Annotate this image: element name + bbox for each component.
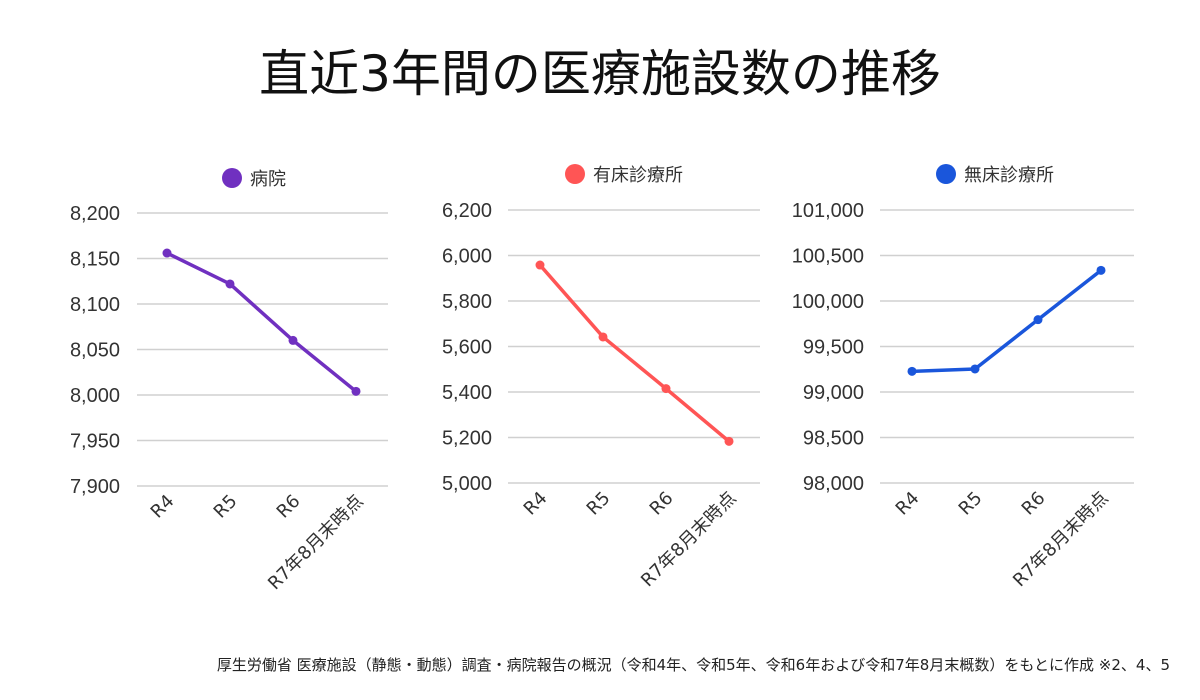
y-tick-label: 8,100: [70, 294, 120, 316]
series-line: [538, 263, 731, 443]
chart-2: 5,000 5,200 5,400 5,600 5,800 6,000 6,200 有床診療所…: [442, 164, 760, 591]
x-tick-label: R4: [892, 488, 924, 520]
x-tick-label: R5: [583, 488, 615, 520]
y-tick-label: 7,900: [70, 476, 120, 498]
chart-3: 98,000 98,500 99,000 99,500 100,000 100,500 10…: [792, 164, 1134, 591]
data-point: [225, 279, 235, 289]
data-point: [724, 436, 734, 446]
y-tick-label: 8,200: [70, 203, 120, 225]
data-point: [907, 366, 917, 376]
y-tick-label: 7,950: [70, 431, 120, 453]
data-point: [288, 335, 298, 345]
x-tick-label: R4: [147, 491, 179, 523]
data-point: [351, 386, 361, 396]
y-tick-label: 6,000: [442, 246, 492, 268]
y-tick-label: 100,000: [792, 291, 864, 313]
y-tick-label: 99,000: [803, 382, 864, 404]
y-tick-label: 5,800: [442, 291, 492, 313]
source-note: 厚生労働省 医療施設（静態・動態）調査・病院報告の概況（令和4年、令和5年、令和…: [216, 656, 1170, 674]
data-point: [1033, 315, 1043, 325]
legend-label: 病院: [250, 169, 286, 190]
legend-label: 有床診療所: [593, 165, 683, 186]
y-tick-label: 98,000: [803, 473, 864, 495]
legend-marker: [936, 164, 956, 184]
data-point: [598, 332, 608, 342]
x-tick-label: R5: [955, 488, 987, 520]
series-line: [911, 268, 1103, 374]
y-tick-label: 98,500: [803, 428, 864, 450]
x-tick-label: R6: [646, 488, 678, 520]
data-point: [535, 260, 545, 270]
legend-label: 無床診療所: [964, 165, 1054, 186]
y-tick-label: 8,050: [70, 340, 120, 362]
data-point: [162, 248, 172, 258]
y-tick-label: 5,000: [442, 473, 492, 495]
data-point: [1096, 265, 1106, 275]
page-title: 直近3年間の医療施設数の推移: [259, 45, 941, 103]
x-tick-label: R6: [1018, 488, 1050, 520]
y-tick-label: 100,500: [792, 246, 864, 268]
y-tick-label: 5,200: [442, 428, 492, 450]
series-line: [166, 251, 358, 393]
data-point: [970, 364, 980, 374]
x-tick-label: R5: [210, 491, 242, 523]
y-tick-label: 101,000: [792, 200, 864, 222]
x-tick-label: R4: [520, 488, 552, 520]
legend-marker: [565, 164, 585, 184]
y-tick-label: 99,500: [803, 337, 864, 359]
data-point: [661, 384, 671, 394]
legend-marker: [222, 168, 242, 188]
y-tick-label: 8,150: [70, 249, 120, 271]
y-tick-label: 6,200: [442, 200, 492, 222]
y-tick-label: 8,000: [70, 385, 120, 407]
x-tick-label: R6: [273, 491, 305, 523]
chart-1: 7,900 7,950 8,000 8,050 8,100 8,150 8,200 病院 R4 R…: [70, 168, 388, 594]
y-tick-label: 5,600: [442, 337, 492, 359]
y-tick-label: 5,400: [442, 382, 492, 404]
